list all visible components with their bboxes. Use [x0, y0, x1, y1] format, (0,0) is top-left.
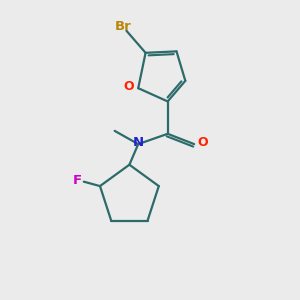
Text: O: O [124, 80, 134, 93]
Text: N: N [133, 136, 144, 149]
Text: Br: Br [115, 20, 132, 33]
Text: F: F [73, 174, 82, 187]
Text: O: O [197, 136, 208, 149]
